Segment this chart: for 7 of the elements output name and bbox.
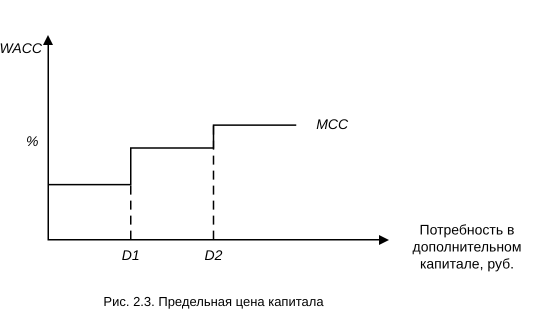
x-tick-label: D2 (204, 246, 223, 263)
x-axis-title: Потребность в дополнительном капитале, руб. (412, 221, 522, 272)
text: % (26, 133, 38, 150)
x-tick-label: D1 (122, 246, 140, 263)
y-axis-title: WACC (0, 40, 43, 56)
text: Рис. 2.3. Предельная цена капитала (103, 294, 324, 309)
series-label: MCC (316, 116, 350, 132)
